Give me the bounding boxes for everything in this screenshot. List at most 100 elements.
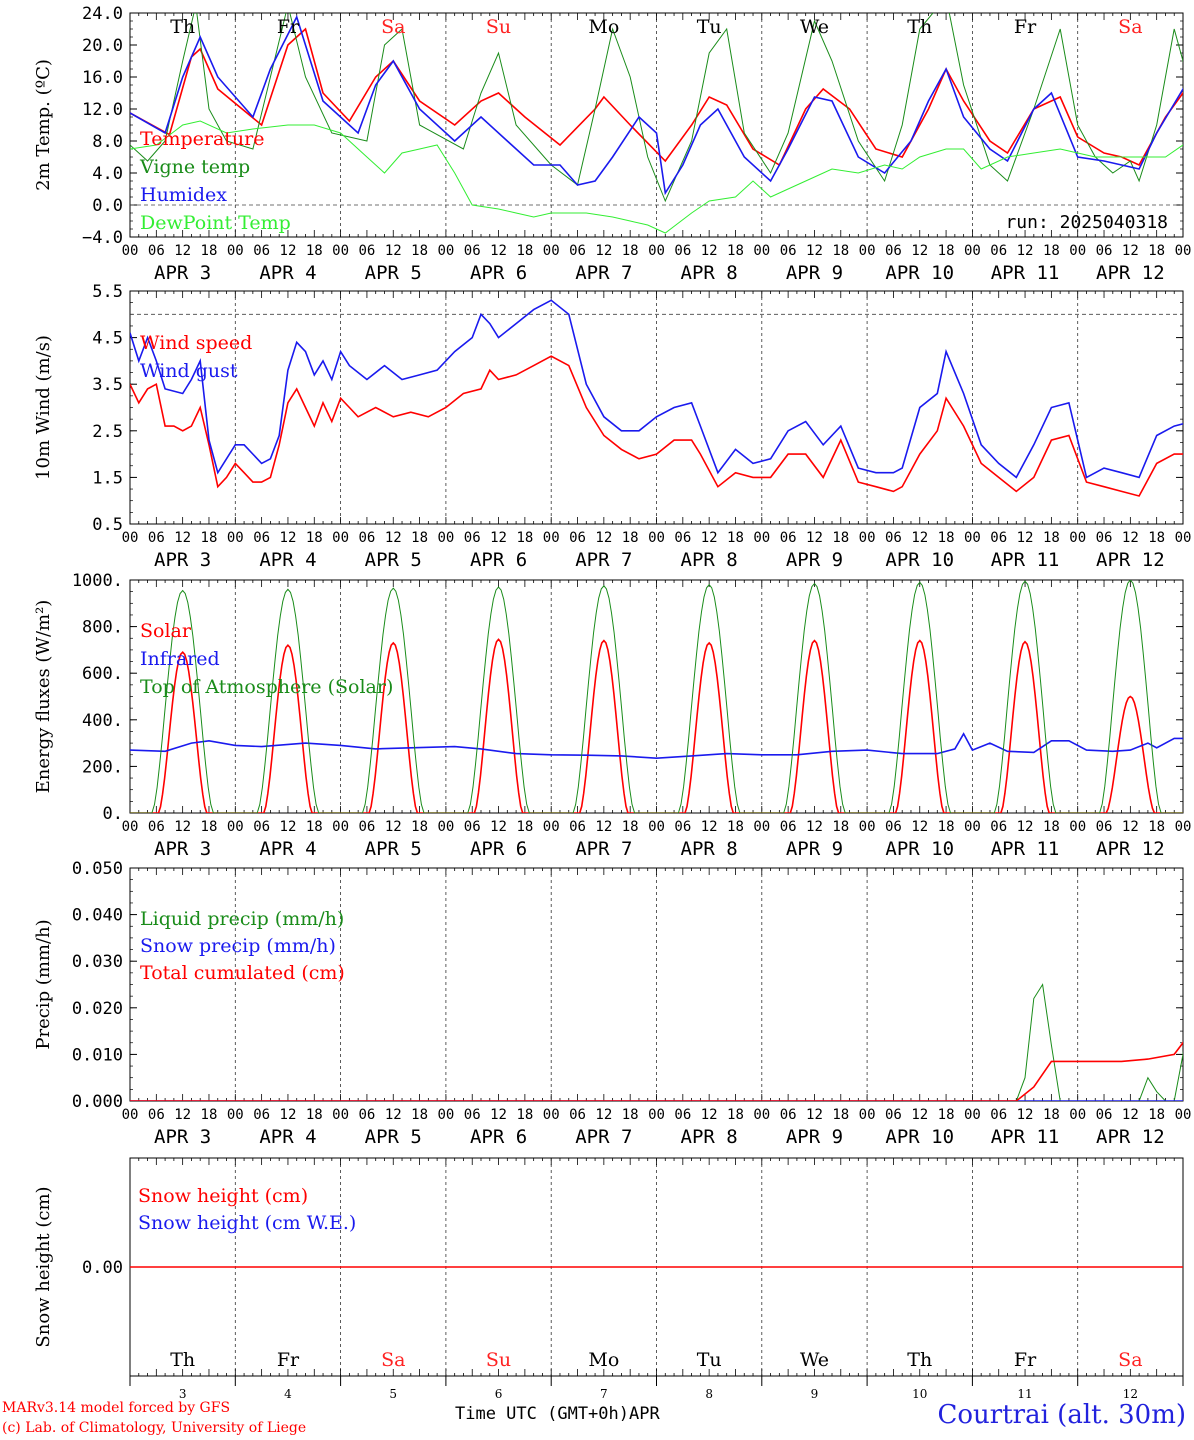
y-tick-label: 200.	[82, 757, 123, 777]
x-tick-label: 12	[1122, 243, 1139, 259]
x-tick-label: 18	[306, 243, 323, 259]
x-tick-label: 18	[938, 819, 955, 835]
x-tick-label: 12	[595, 819, 612, 835]
x-tick-label: 12	[701, 1107, 718, 1123]
panel-temp	[129, 12, 1184, 238]
x-tick-label: 18	[1043, 1107, 1060, 1123]
x-tick-label: 06	[780, 819, 797, 835]
y-tick-label: 0.0	[92, 196, 123, 216]
x-tick-label: 18	[516, 243, 533, 259]
x-tick-label: 12	[595, 1107, 612, 1123]
series-line-wind-gust	[130, 299, 1183, 479]
day-date-label: APR 8	[681, 838, 738, 860]
x-tick-label: 12	[174, 243, 191, 259]
day-number-label: 5	[389, 1387, 397, 1401]
day-date-label: APR 11	[991, 838, 1060, 860]
x-tick-label: 12	[280, 819, 297, 835]
x-tick-label: 12	[1017, 819, 1034, 835]
weekday-label: Sa	[381, 16, 405, 38]
y-tick-label: 0.040	[72, 906, 123, 926]
x-tick-label: 06	[358, 243, 375, 259]
day-date-label: APR 5	[365, 262, 422, 284]
panel-energy	[129, 579, 1184, 814]
x-tick-label: 00	[543, 243, 560, 259]
series-line-total-cumulated-cm-	[130, 1041, 1183, 1101]
x-tick-label: 18	[1148, 243, 1165, 259]
x-tick-label: 06	[674, 1107, 691, 1123]
y-tick-label: 16.0	[82, 68, 123, 88]
time-axis-caption: Time UTC (GMT+0h)	[455, 1404, 629, 1424]
x-tick-label: 12	[174, 530, 191, 546]
x-tick-label: 18	[1148, 530, 1165, 546]
station-name: Courtrai (alt. 30m)	[937, 1400, 1187, 1430]
series-line-dewpoint-temp	[130, 120, 1183, 234]
day-date-label: APR 8	[681, 549, 738, 571]
x-tick-label: 18	[727, 1107, 744, 1123]
x-tick-label: 00	[437, 819, 454, 835]
x-tick-label: 18	[411, 530, 428, 546]
x-tick-label: 00	[859, 1107, 876, 1123]
legend-entry: Wind speed	[140, 332, 252, 354]
x-tick-label: 12	[490, 819, 507, 835]
x-tick-label: 00	[227, 1107, 244, 1123]
day-date-label: APR 12	[1096, 549, 1165, 571]
y-axis-label: 10m Wind (m/s)	[33, 335, 54, 480]
time-axis-month: APR	[629, 1404, 660, 1424]
weekday-label: Mo	[588, 1349, 619, 1371]
y-tick-label: 800.	[82, 618, 123, 638]
x-tick-label: 06	[569, 1107, 586, 1123]
day-date-label: APR 7	[575, 549, 632, 571]
x-tick-label: 00	[648, 243, 665, 259]
day-date-label: APR 4	[259, 1126, 316, 1148]
x-tick-label: 12	[1017, 530, 1034, 546]
series-line-wind-speed	[130, 355, 1183, 497]
x-tick-label: 00	[648, 1107, 665, 1123]
x-tick-label: 18	[938, 530, 955, 546]
day-date-label: APR 3	[154, 549, 211, 571]
day-date-label: APR 10	[885, 838, 954, 860]
x-tick-label: 12	[280, 243, 297, 259]
legend-entry: Wind gust	[140, 360, 238, 382]
x-tick-label: 06	[464, 1107, 481, 1123]
x-tick-label: 06	[358, 530, 375, 546]
x-tick-label: 00	[332, 243, 349, 259]
x-tick-label: 06	[253, 1107, 270, 1123]
y-tick-label: 5.5	[92, 282, 123, 302]
legend-entry: DewPoint Temp	[140, 212, 291, 234]
series-line-humidex	[130, 14, 1183, 196]
x-tick-label: 00	[753, 243, 770, 259]
day-date-label: APR 9	[786, 549, 843, 571]
x-tick-label: 18	[1043, 243, 1060, 259]
weekday-label: Fr	[1014, 1349, 1037, 1371]
x-tick-label: 12	[701, 243, 718, 259]
x-tick-label: 18	[1043, 819, 1060, 835]
y-tick-label: 1000.	[72, 571, 123, 591]
y-tick-label: 0.000	[72, 1092, 123, 1112]
x-tick-label: 18	[727, 243, 744, 259]
x-tick-label: 12	[280, 530, 297, 546]
x-tick-label: 06	[674, 243, 691, 259]
x-tick-label: 00	[1175, 1107, 1192, 1123]
weekday-label: Th	[170, 16, 195, 38]
day-date-label: APR 12	[1096, 1126, 1165, 1148]
credit-line-model: MARv3.14 model forced by GFS	[2, 1400, 231, 1416]
legend-entry: Total cumulated (cm)	[140, 962, 345, 984]
y-tick-label: 0.030	[72, 952, 123, 972]
x-tick-label: 06	[780, 530, 797, 546]
weekday-label: Fr	[1014, 16, 1037, 38]
x-tick-label: 00	[1069, 1107, 1086, 1123]
x-tick-label: 12	[701, 530, 718, 546]
series-line-infrared	[130, 732, 1183, 760]
day-date-label: APR 4	[259, 549, 316, 571]
x-tick-label: 12	[385, 819, 402, 835]
x-tick-label: 18	[201, 819, 218, 835]
x-tick-label: 06	[990, 819, 1007, 835]
x-tick-label: 18	[727, 819, 744, 835]
day-date-label: APR 5	[365, 1126, 422, 1148]
x-tick-label: 06	[1096, 243, 1113, 259]
x-tick-label: 00	[1175, 819, 1192, 835]
x-tick-label: 18	[832, 819, 849, 835]
x-tick-label: 12	[280, 1107, 297, 1123]
x-tick-label: 18	[411, 1107, 428, 1123]
